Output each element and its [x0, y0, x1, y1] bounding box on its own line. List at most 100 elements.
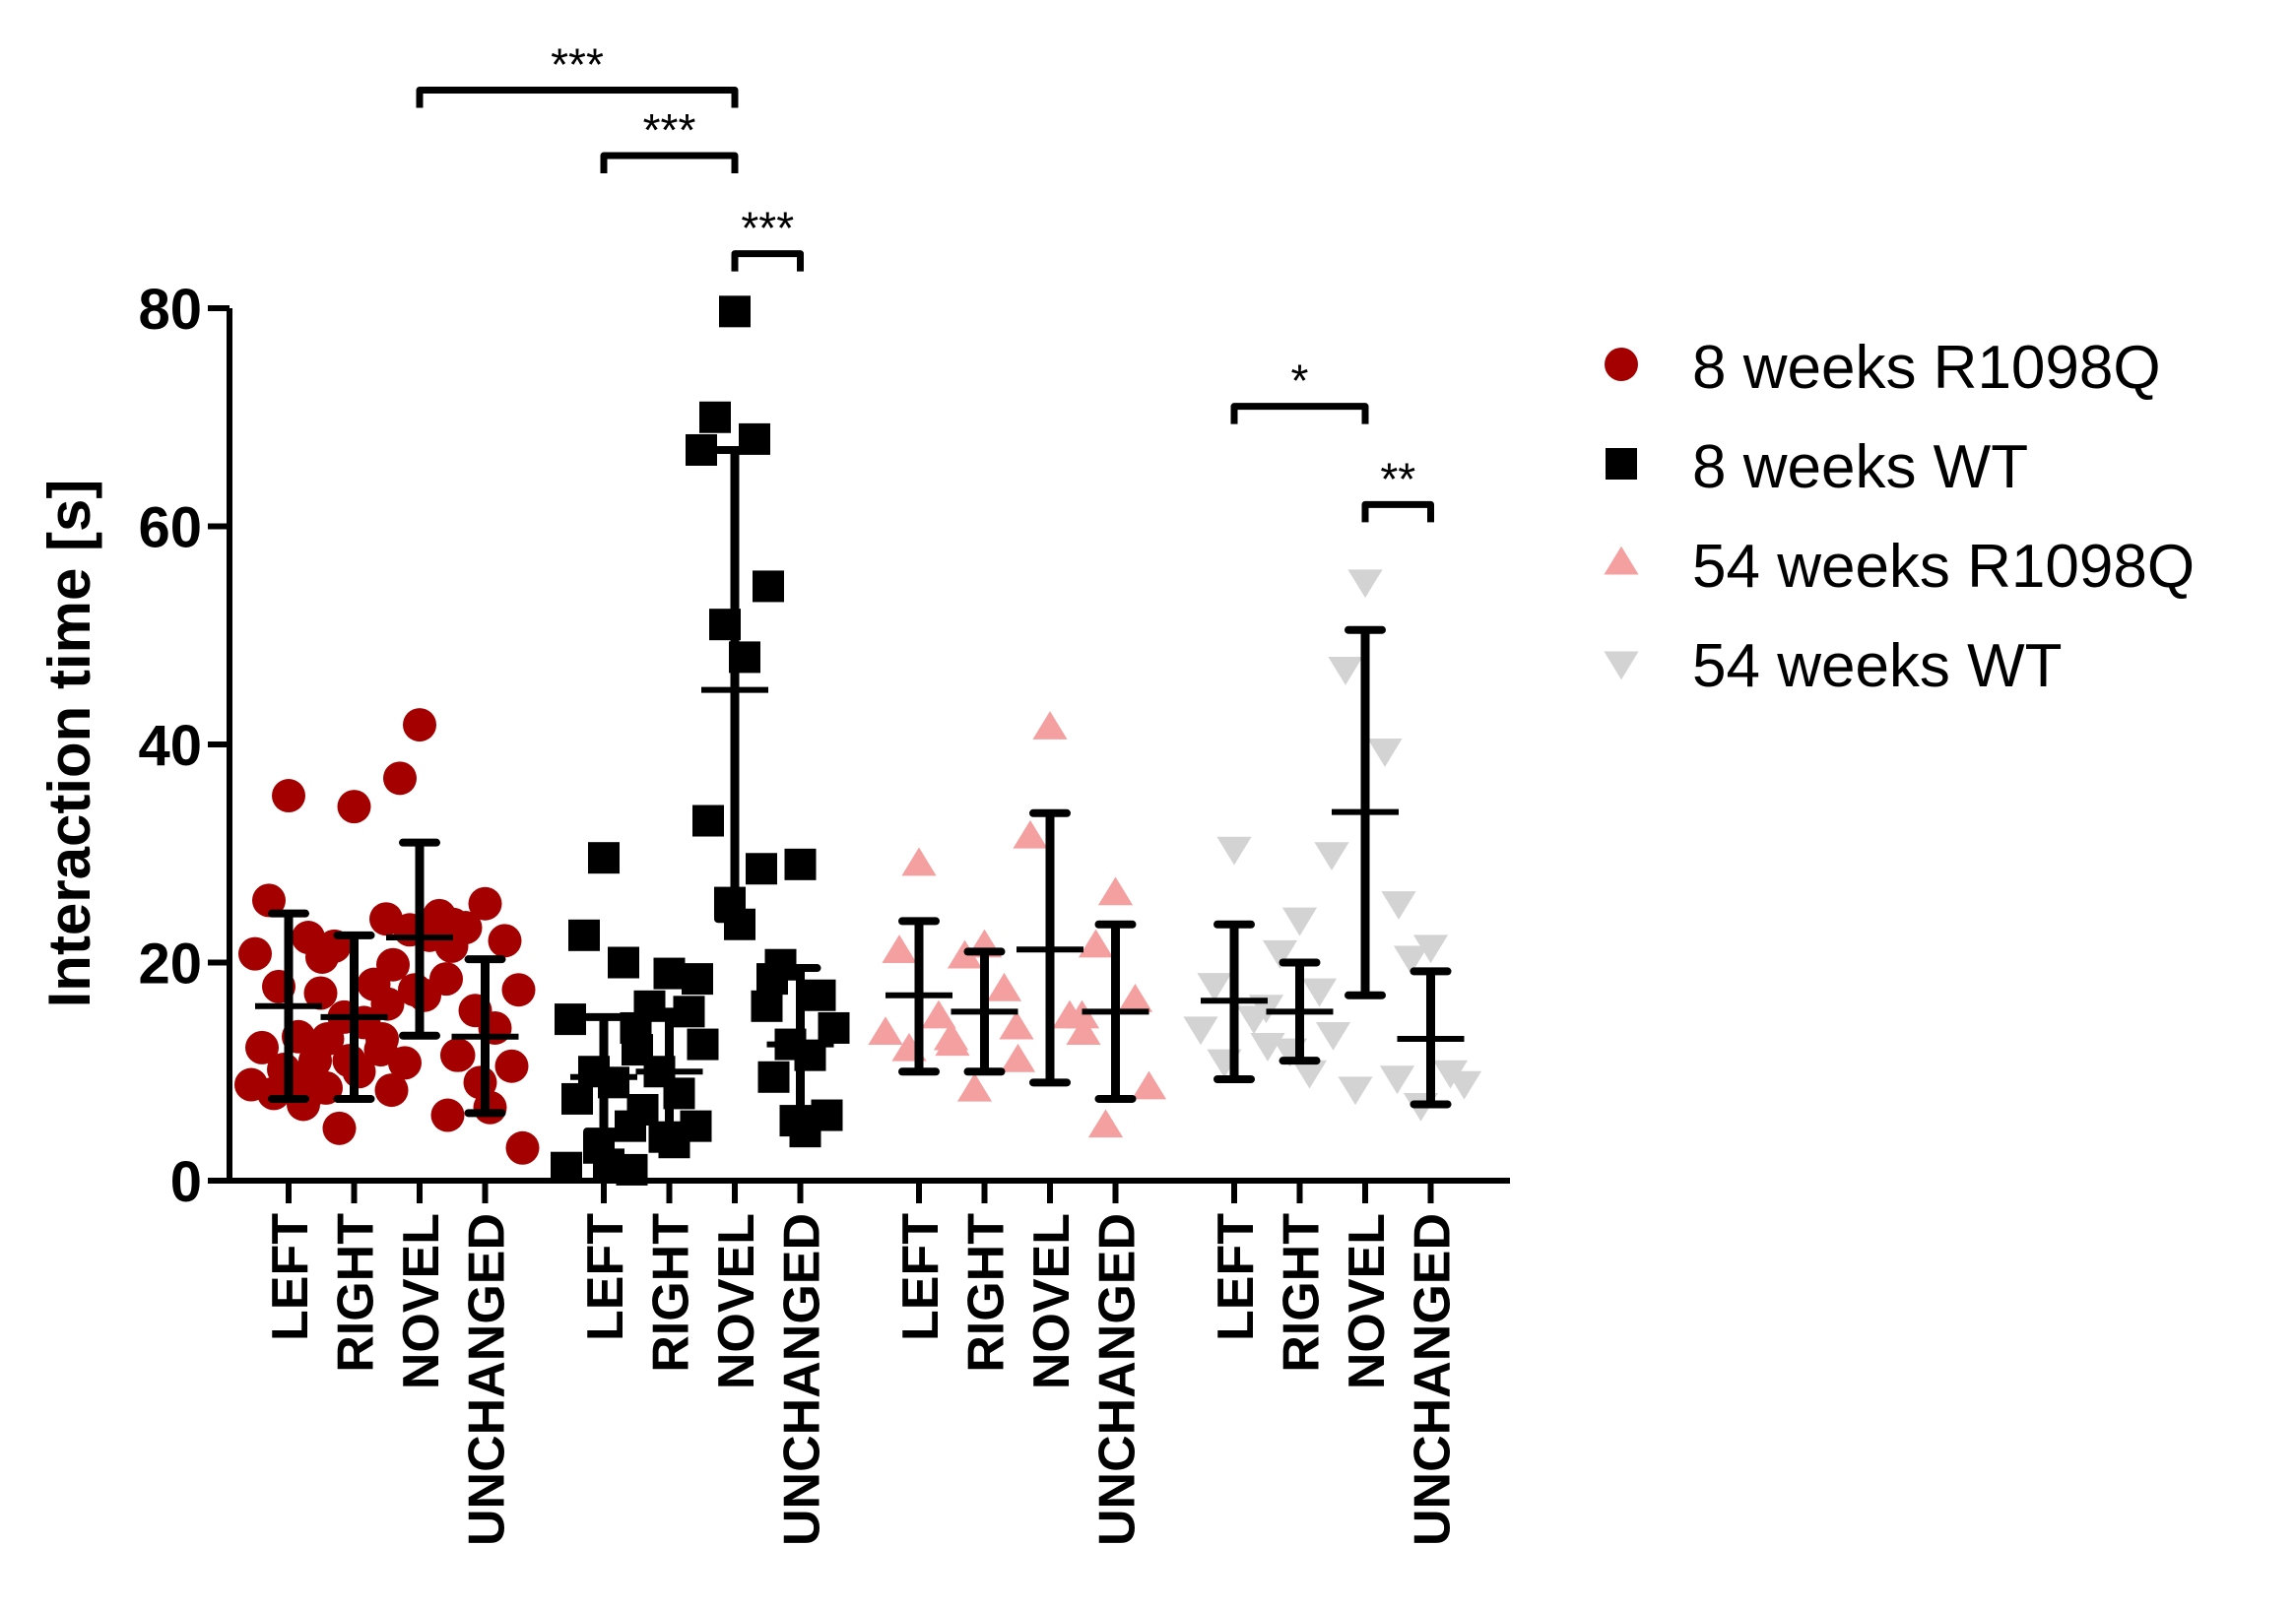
data-point [1381, 891, 1416, 920]
data-point [1291, 1060, 1328, 1089]
legend: 8 weeks R1098Q 8 weeks WT 54 weeks R1098Q 5… [1604, 334, 2195, 700]
y-tick-label: 80 [138, 278, 202, 342]
data-point [322, 1111, 357, 1145]
data-point [1197, 973, 1232, 1001]
data-point [921, 999, 956, 1029]
data-point [746, 853, 777, 885]
y-tick-label: 20 [138, 933, 202, 997]
x-tick-label: RIGHT [958, 1213, 1016, 1373]
data-point [337, 790, 371, 824]
data-point [245, 1030, 279, 1064]
significance-bracket [1230, 403, 1369, 424]
data-point [561, 1082, 593, 1115]
legend-marker [1604, 651, 1639, 680]
data-point [789, 1116, 821, 1148]
data-point [1032, 711, 1068, 740]
data-point [501, 973, 536, 1007]
data-point [1183, 1016, 1218, 1046]
error-bars [255, 445, 1465, 1136]
data-point [686, 433, 717, 466]
y-tick-label: 60 [138, 496, 202, 560]
data-point [933, 1021, 969, 1051]
x-tick-label: LEFT [1208, 1213, 1265, 1341]
data-point [1412, 934, 1449, 964]
data-point [1379, 1065, 1415, 1095]
data-point [376, 947, 410, 982]
data-point [310, 1022, 345, 1057]
data-point [682, 963, 713, 996]
data-point [1066, 1016, 1101, 1046]
significance-label: *** [551, 39, 604, 91]
data-point [494, 1049, 529, 1083]
legend-label: 54 weeks R1098Q [1692, 533, 2195, 601]
data-point [753, 570, 784, 603]
data-point [692, 805, 724, 837]
x-tick-label: NOVEL [1023, 1213, 1081, 1389]
data-point [1347, 569, 1383, 599]
data-point [252, 883, 286, 918]
data-point [804, 979, 836, 1011]
data-point [626, 1094, 659, 1127]
data-point [1315, 1021, 1351, 1051]
data-point [1281, 907, 1318, 936]
data-point [1000, 1043, 1036, 1072]
x-tick-label: UNCHANGED [774, 1213, 831, 1546]
data-point [1013, 819, 1048, 849]
legend-marker [1604, 546, 1639, 575]
data-point [303, 976, 338, 1010]
data-point [1314, 842, 1349, 871]
legend-marker [1605, 348, 1638, 381]
significance-bracket [416, 87, 739, 108]
x-tick-label: UNCHANGED [1405, 1213, 1462, 1546]
x-tick-label: RIGHT [643, 1213, 700, 1373]
data-point [1216, 836, 1252, 866]
y-tick-label: 0 [170, 1150, 202, 1214]
data-point [986, 972, 1022, 1001]
legend-marker [1606, 448, 1637, 480]
data-point [388, 1046, 422, 1080]
data-point [430, 1098, 465, 1132]
significance-brackets: ************ [416, 39, 1434, 523]
significance-label: ** [1380, 453, 1415, 504]
significance-bracket [1361, 500, 1434, 523]
data-point [901, 847, 937, 876]
data-point [1131, 1070, 1167, 1100]
data-point [441, 1038, 476, 1072]
data-point [757, 1061, 790, 1093]
significance-label: * [1291, 355, 1309, 407]
data-point [403, 708, 436, 742]
data-point [719, 295, 751, 328]
significance-bracket [731, 250, 804, 272]
data-point [868, 1016, 903, 1046]
x-tick-label: NOVEL [1339, 1213, 1396, 1389]
data-point [473, 1090, 507, 1125]
x-tick-label: LEFT [262, 1213, 319, 1341]
data-point [1338, 1076, 1373, 1106]
data-point [620, 1011, 652, 1044]
data-point [956, 1072, 993, 1102]
data-point [1097, 876, 1134, 906]
legend-label: 8 weeks WT [1692, 433, 2028, 501]
data-point [947, 939, 983, 969]
x-tick-label: LEFT [577, 1213, 634, 1341]
data-point [588, 842, 620, 874]
x-tick-label: UNCHANGED [459, 1213, 516, 1546]
data-point [1262, 939, 1298, 969]
data-point [653, 957, 686, 990]
data-point [408, 978, 441, 1012]
data-point [374, 1073, 409, 1108]
y-tick-label: 40 [138, 714, 202, 778]
data-point [370, 987, 405, 1021]
data-point [751, 990, 783, 1022]
data-point [999, 1010, 1034, 1040]
data-point [1078, 929, 1114, 958]
data-point [1117, 983, 1153, 1012]
x-tick-label: NOVEL [708, 1213, 765, 1389]
legend-label: 54 weeks WT [1692, 632, 2063, 700]
y-axis-label: Interaction time [s] [36, 480, 102, 1008]
data-point [468, 886, 502, 921]
data-point [608, 946, 639, 979]
significance-bracket [600, 152, 739, 173]
x-tick-label: NOVEL [393, 1213, 450, 1389]
